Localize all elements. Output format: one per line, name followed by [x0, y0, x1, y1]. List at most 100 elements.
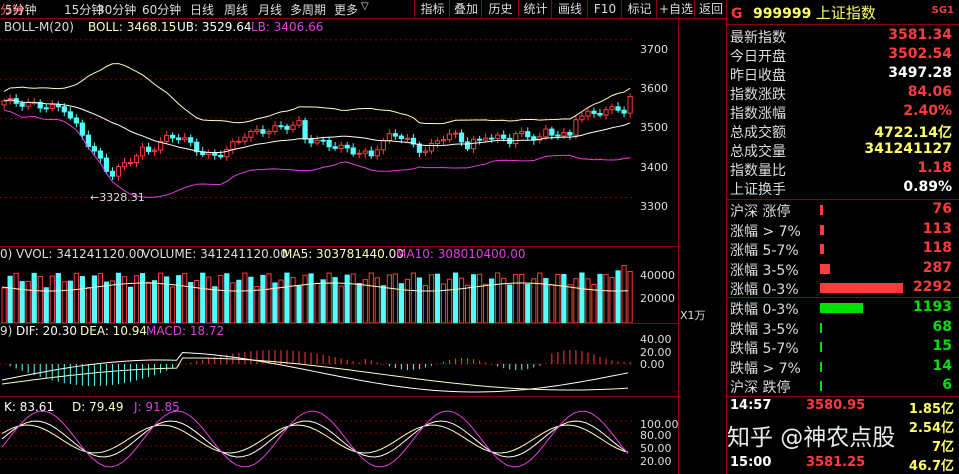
- volume-bar: [501, 277, 507, 323]
- breadth-down-row: 跌幅 3-5% 68: [730, 319, 956, 338]
- toolbar-button[interactable]: 画线: [551, 0, 588, 18]
- candle-body: [236, 140, 242, 143]
- candle-body: [19, 102, 25, 107]
- y-tick: 3500: [640, 121, 668, 134]
- quote-label: 指数涨幅: [730, 106, 786, 122]
- breadth-count: 1193: [913, 299, 952, 315]
- toolbar-button[interactable]: 标记: [621, 0, 657, 18]
- candle-body: [61, 106, 67, 113]
- toolbar-button[interactable]: 历史: [481, 0, 519, 18]
- tick-row: 2.54亿: [730, 417, 956, 436]
- candle-body: [392, 133, 398, 137]
- breadth-label: 沪深 涨停: [730, 204, 791, 220]
- y-tick: 40000: [640, 269, 675, 282]
- candle-body: [103, 157, 110, 172]
- candle-body: [483, 137, 489, 141]
- breadth-up-row: 涨幅 0-3% 2292: [730, 279, 956, 298]
- candle-body: [188, 137, 194, 143]
- period-button[interactable]: 5分钟: [5, 3, 37, 17]
- volume-bar: [392, 273, 398, 323]
- candle-body: [464, 141, 471, 150]
- boll-value: BOLL: 3468.15: [88, 20, 177, 34]
- tick-row: 14:57 3580.95 1.85亿: [730, 398, 956, 417]
- candle-body: [272, 125, 278, 132]
- quote-label: 最新指数: [730, 30, 786, 46]
- candle-body: [555, 134, 561, 137]
- period-button[interactable]: 日线: [190, 3, 215, 17]
- toolbar-button[interactable]: 返回: [694, 0, 727, 18]
- candle-body: [332, 146, 338, 149]
- divider: [726, 396, 959, 397]
- period-button[interactable]: 周线: [224, 3, 249, 17]
- candle-body: [489, 137, 495, 140]
- volume-bar: [176, 275, 182, 323]
- volume-bar: [115, 272, 122, 323]
- toolbar-button[interactable]: +自选: [656, 0, 695, 18]
- volume-bar: [422, 284, 429, 323]
- toolbar-button[interactable]: 叠加: [449, 0, 482, 18]
- volume-bar: [121, 276, 128, 323]
- candle-body: [362, 150, 368, 154]
- candle-body: [573, 119, 579, 136]
- volume-pane: 0) VVOL: 341241120.00 VOLUME: 341241120.…: [0, 247, 706, 324]
- volume-bar: [260, 274, 266, 323]
- candle-body: [495, 134, 501, 139]
- volume-chart[interactable]: [0, 247, 678, 323]
- volume-bar: [356, 282, 362, 323]
- period-1min-button[interactable]: 分钟: [0, 3, 25, 17]
- volume-bar: [615, 270, 621, 323]
- macd-chart[interactable]: [0, 324, 678, 396]
- volume-bar: [344, 274, 350, 323]
- period-button[interactable]: 多周期: [290, 3, 327, 17]
- quote-label: 今日开盘: [730, 49, 786, 65]
- more-arrow-icon[interactable]: ▽: [361, 1, 369, 12]
- toolbar-button[interactable]: 统计: [518, 0, 552, 18]
- period-button[interactable]: 15分钟: [64, 3, 104, 17]
- candle-body: [380, 140, 386, 151]
- y-tick: 3300: [640, 200, 668, 213]
- period-button[interactable]: 60分钟: [142, 3, 182, 17]
- breadth-label: 涨幅 0-3%: [730, 282, 799, 298]
- toolbar-button[interactable]: 指标: [414, 0, 450, 18]
- candle-body: [314, 139, 320, 144]
- volume-bar: [495, 272, 501, 323]
- candle-body: [338, 144, 344, 149]
- toolbar-button[interactable]: F10: [587, 0, 622, 18]
- down-count-bar: [820, 303, 864, 313]
- candle-body: [121, 162, 128, 168]
- volume-bar: [362, 279, 368, 323]
- y-tick: 80.00: [640, 429, 672, 442]
- volume-bar: [61, 281, 67, 323]
- kdj-chart[interactable]: [0, 397, 678, 474]
- y-tick: 0.00: [640, 358, 665, 371]
- volume-bar: [458, 277, 465, 323]
- volume-bar: [254, 285, 260, 323]
- volume-bar: [537, 272, 543, 323]
- period-button[interactable]: 月线: [258, 3, 283, 17]
- candle-body: [398, 135, 404, 139]
- candle-body: [1, 100, 7, 106]
- k-line: [1, 420, 629, 458]
- breadth-up-row: 涨幅 5-7% 118: [730, 240, 956, 259]
- volume-bar: [103, 281, 110, 323]
- dea-value: DEA: 10.94: [80, 324, 148, 338]
- volume-bar: [585, 278, 591, 323]
- candle-body: [603, 109, 609, 116]
- quote-value: 4722.14亿: [874, 125, 952, 141]
- period-button[interactable]: 30分钟: [97, 3, 137, 17]
- breadth-count: 15: [932, 338, 952, 354]
- candle-body: [356, 152, 362, 155]
- candlestick-chart[interactable]: [0, 19, 678, 246]
- volume-bar: [170, 286, 176, 323]
- volume-bar: [242, 272, 248, 323]
- breadth-label: 涨幅 3-5%: [730, 262, 799, 279]
- candle-body: [151, 149, 158, 152]
- candle-body: [97, 150, 104, 159]
- breadth-label: 涨幅 5-7%: [730, 243, 799, 259]
- candle-body: [91, 146, 97, 152]
- quote-row: 最新指数 3581.34: [730, 27, 956, 46]
- quote-label: 总成交额: [730, 125, 786, 141]
- volume-bar: [627, 270, 633, 323]
- period-button[interactable]: 更多: [334, 3, 359, 17]
- volume-bar: [127, 286, 134, 323]
